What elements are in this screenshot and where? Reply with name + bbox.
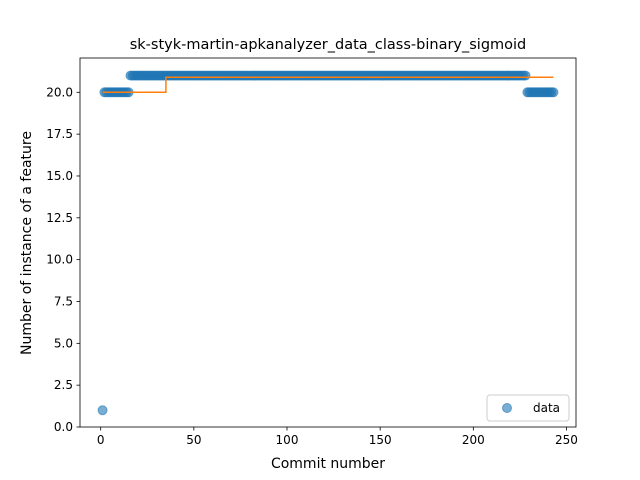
x-axis-label: Commit number xyxy=(271,456,385,472)
x-tick-label: 200 xyxy=(462,433,485,447)
y-tick-label: 12.5 xyxy=(46,211,73,225)
y-tick-label: 17.5 xyxy=(46,127,73,141)
x-tick-label: 150 xyxy=(369,433,392,447)
y-tick-label: 0.0 xyxy=(54,420,73,434)
y-axis-label: Number of instance of a feature xyxy=(19,131,35,355)
legend: data xyxy=(486,394,570,422)
axes: 0 50 100 150 200 250 0.0 2.5 5.0 7.5 10.0 12.5 15.0 1… xyxy=(46,57,578,447)
y-tick-label: 15.0 xyxy=(46,169,73,183)
legend-label-data: data xyxy=(533,401,560,415)
x-tick-label: 0 xyxy=(97,433,105,447)
y-tick-label: 5.0 xyxy=(54,336,73,350)
plot-area xyxy=(97,70,559,416)
y-tick-label: 10.0 xyxy=(46,253,73,267)
x-tick-label: 250 xyxy=(555,433,578,447)
fit-line xyxy=(102,76,554,94)
chart-title: sk-styk-martin-apkanalyzer_data_class-bi… xyxy=(130,37,527,53)
axes-frame xyxy=(79,57,577,428)
y-tick-label: 2.5 xyxy=(54,378,73,392)
x-tick-label: 50 xyxy=(186,433,201,447)
y-tick-label: 20.0 xyxy=(46,85,73,99)
data-point xyxy=(520,70,531,81)
data-point xyxy=(548,87,559,98)
legend-marker-data xyxy=(502,403,512,413)
legend-frame xyxy=(486,394,570,422)
data-point xyxy=(97,405,108,416)
y-tick-label: 7.5 xyxy=(54,294,73,308)
x-tick-label: 100 xyxy=(276,433,299,447)
